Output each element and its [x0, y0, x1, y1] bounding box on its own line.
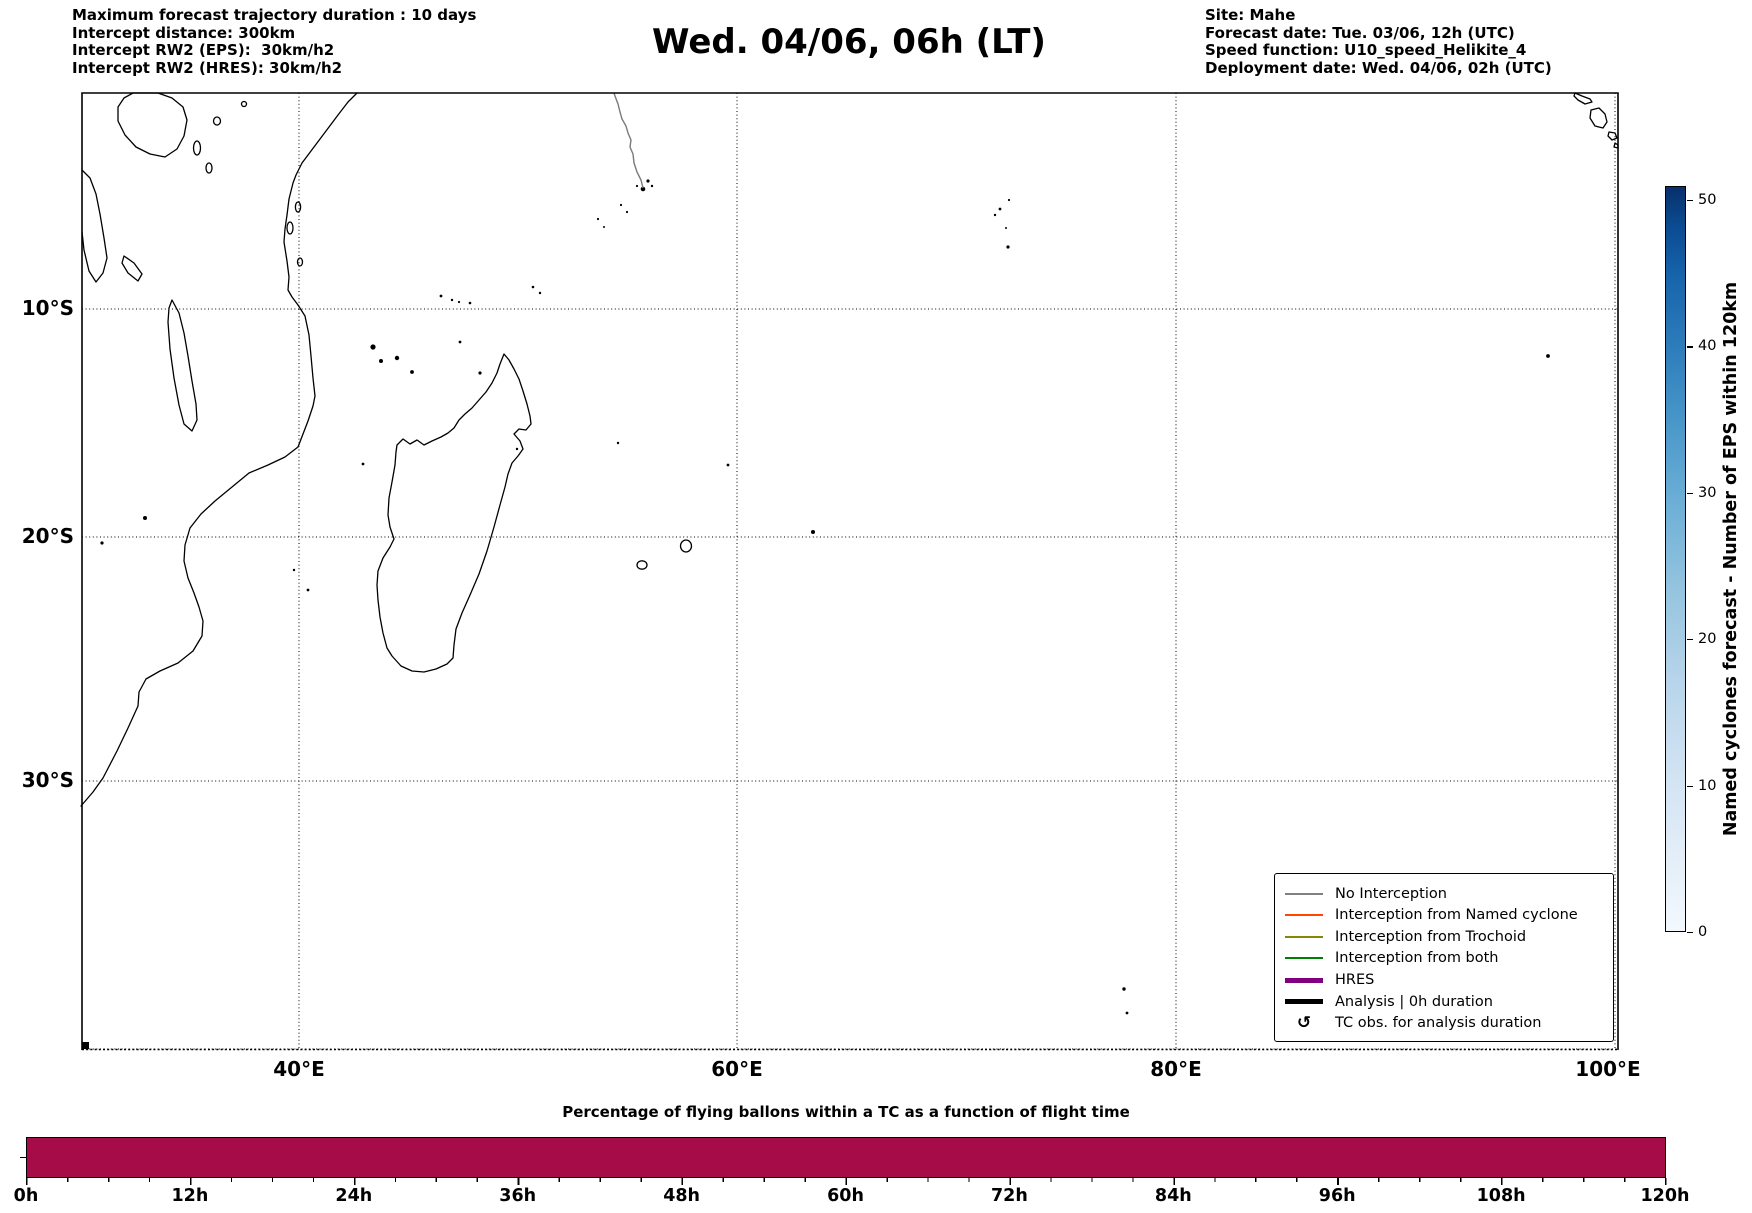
small-islands: [100, 179, 1550, 1015]
map-legend: No Interception Interception from Named …: [1274, 873, 1614, 1042]
graticule: [82, 93, 1618, 1050]
legend-item-hres: HRES: [1285, 970, 1605, 991]
island-mauritius: [679, 539, 693, 553]
colorbar-tick: [1687, 932, 1693, 934]
hour-tick-96h: 96h: [1318, 1186, 1356, 1206]
island-batu: [1607, 131, 1618, 141]
olive-line-swatch: [1285, 935, 1323, 938]
lake-eyasi: [212, 116, 222, 126]
hour-tick-60h: 60h: [827, 1186, 864, 1206]
site-info-text: Site: Mahe Forecast date: Tue. 03/06, 12…: [1205, 6, 1552, 77]
hour-tick-36h: 36h: [499, 1186, 537, 1206]
colorbar-tick-label: 0: [1698, 924, 1708, 940]
lake-speck: [240, 100, 248, 108]
hour-tick-12h: 12h: [171, 1186, 209, 1206]
island-reunion: [636, 560, 648, 570]
y-tick-10S: 10°S: [21, 296, 74, 321]
colorbar-tick: [1687, 346, 1693, 348]
analysis-marker: [82, 1042, 89, 1049]
y-tick-20S: 20°S: [21, 524, 74, 549]
legend-item-trochoid: Interception from Trochoid: [1285, 926, 1605, 947]
hour-tick-48h: 48h: [663, 1186, 700, 1206]
balloon-trajectory-no-interception: [613, 92, 644, 189]
hour-tick-120h: 120h: [1640, 1186, 1690, 1206]
legend-item-no-interception: No Interception: [1285, 883, 1605, 904]
island-pemba: [294, 201, 302, 213]
lake-tanganyika: [81, 169, 108, 283]
colorbar-tick-label: 30: [1698, 484, 1717, 501]
x-tick-80E: 80°E: [1150, 1057, 1202, 1081]
lake-natron: [192, 140, 202, 156]
legend-item-both: Interception from both: [1285, 948, 1605, 969]
legend-item-analysis: Analysis | 0h duration: [1285, 991, 1605, 1012]
y-tick-30S: 30°S: [21, 768, 74, 793]
x-tick-40E: 40°E: [273, 1057, 325, 1081]
lake-malawi: [167, 299, 198, 432]
colorbar-title: Named cyclones forecast - Number of EPS …: [1721, 281, 1741, 837]
orangered-line-swatch: [1285, 914, 1323, 917]
purple-line-swatch: [1285, 977, 1323, 983]
coastline-madagascar: [376, 353, 532, 673]
map-border: [81, 92, 1619, 1051]
page-title: Wed. 04/06, 06h (LT): [652, 22, 1046, 62]
x-tick-100E: 100°E: [1575, 1057, 1641, 1081]
percentage-bar: [26, 1137, 1666, 1178]
island-simeulue: [1573, 92, 1593, 105]
hour-tick-24h: 24h: [335, 1186, 373, 1206]
colorbar-tick: [1687, 639, 1693, 641]
gray-line-swatch: [1285, 892, 1323, 895]
legend-item-named-cyclone: Interception from Named cyclone: [1285, 905, 1605, 926]
legend-item-tc-obs: ↺ TC obs. for analysis duration: [1285, 1013, 1605, 1034]
island-nias: [1589, 107, 1608, 129]
colorbar-tick: [1687, 785, 1693, 787]
lake-rukwa: [121, 255, 143, 282]
colorbar-tick-label: 40: [1698, 338, 1717, 355]
black-line-swatch: [1285, 999, 1323, 1005]
colorbar-tick-label: 50: [1698, 192, 1717, 208]
lake-manyara: [205, 162, 213, 174]
hour-tick-0h: 0h: [13, 1186, 39, 1206]
hour-tick-108h: 108h: [1476, 1186, 1526, 1206]
bottom-chart-major-ticks: [25, 1178, 1667, 1185]
colorbar-tick-label: 20: [1698, 631, 1717, 648]
colorbar-tick: [1687, 492, 1693, 494]
island-mafia: [296, 257, 304, 267]
colorbar-tick: [1687, 200, 1693, 202]
x-tick-60E: 60°E: [711, 1057, 763, 1081]
hour-tick-84h: 84h: [1154, 1186, 1192, 1206]
colorbar: [1665, 186, 1686, 932]
bottom-chart-title: Percentage of flying ballons within a TC…: [562, 1103, 1130, 1121]
colorbar-tick-label: 10: [1698, 777, 1717, 794]
forecast-settings-text: Maximum forecast trajectory duration : 1…: [72, 6, 477, 77]
green-line-swatch: [1285, 957, 1323, 960]
island-zanzibar: [286, 221, 294, 235]
lake-victoria: [117, 92, 188, 158]
tc-obs-icon: ↺: [1296, 1012, 1312, 1033]
coastline-africa: [80, 92, 358, 807]
hour-tick-72h: 72h: [990, 1186, 1028, 1206]
bottom-chart-ytick: [20, 1157, 26, 1159]
